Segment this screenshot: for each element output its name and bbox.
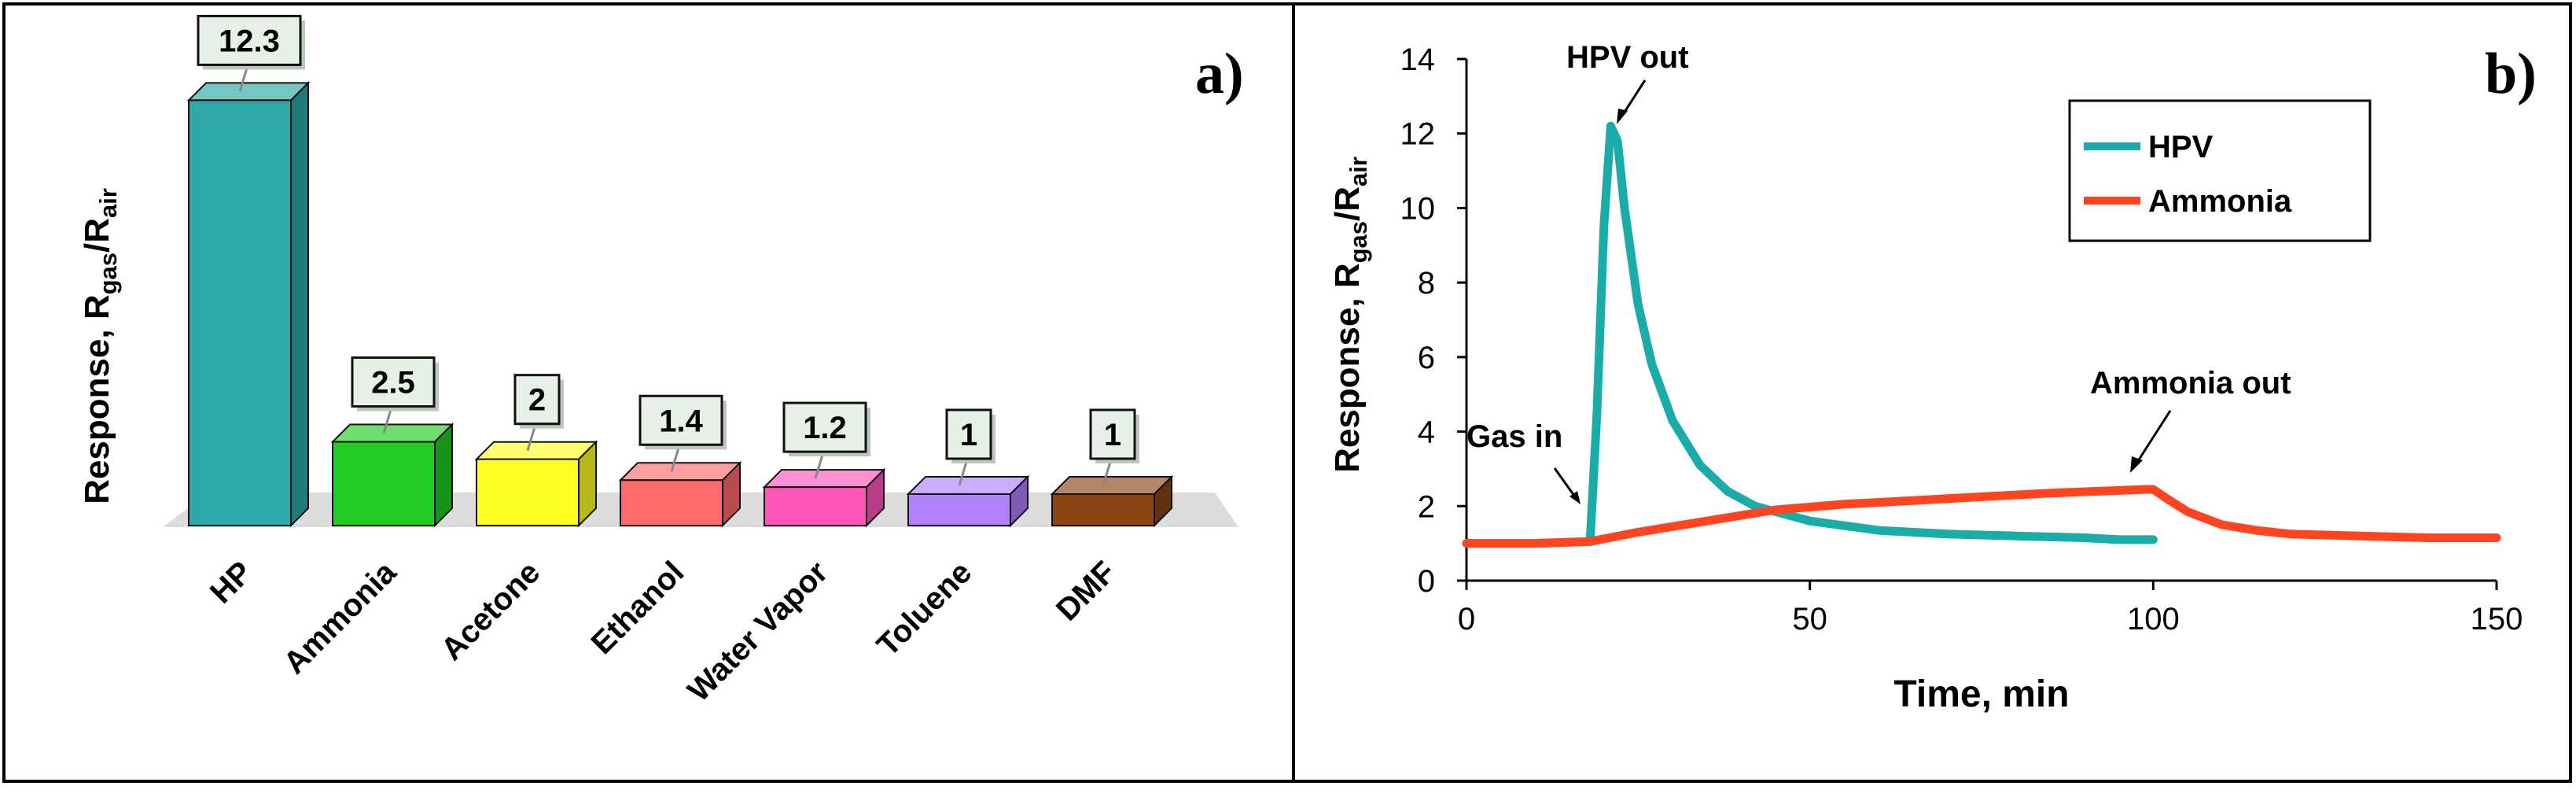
panel-b: 0 2 4 6 8 10 12 14 0 50 100 150 HPV Ammonia HPV out…: [1328, 40, 2537, 715]
panel-b-frame: [1292, 2, 2572, 783]
bar-top-face: [906, 476, 1030, 495]
y-tick-label: 4: [1418, 415, 1435, 450]
bar-front-face: [476, 458, 580, 527]
x-tick-label: 50: [1792, 602, 1827, 636]
value-label-box: [945, 408, 992, 460]
bar-top-face: [1050, 476, 1174, 495]
category-label: Ammonia: [277, 555, 403, 681]
bar-top-face: [618, 462, 742, 482]
bar-front-face: [1051, 493, 1155, 526]
bar-side-face: [290, 80, 309, 528]
bar-side-face: [866, 467, 885, 528]
value-label: 1.4: [659, 404, 703, 438]
y-tick-label: 6: [1418, 341, 1435, 375]
bar-front-face: [620, 479, 723, 527]
y-tick-label: 8: [1418, 266, 1435, 301]
bar-ammonia: 2.5: [330, 356, 454, 528]
value-label-box: [197, 14, 302, 66]
category-label: Ethanol: [585, 555, 691, 661]
bar-front-face: [907, 493, 1011, 526]
bar-toluene: 1: [906, 408, 1030, 528]
bar-side-face: [1010, 474, 1029, 528]
bar-side-face: [578, 440, 597, 528]
value-label: 1: [1104, 418, 1121, 452]
legend-label-ammonia: Ammonia: [2148, 184, 2292, 219]
panel-b-label: b): [2485, 42, 2537, 106]
bar-hp: 12.3: [186, 14, 311, 528]
bar-top-face: [474, 441, 598, 460]
value-label-box: [638, 394, 723, 446]
value-label: 2: [528, 383, 546, 418]
value-label: 1: [960, 418, 977, 452]
annotation-arrow-ammonia-out: [2135, 410, 2172, 464]
annotation-arrow-hpv-out: [1621, 79, 1647, 116]
bar-group: 12.3 2.5 2 1.4 1.2 1 1: [186, 14, 1174, 528]
series-line-hpv: [1462, 121, 2158, 548]
x-tick-label: 0: [1458, 602, 1475, 636]
category-label: DMF: [1050, 555, 1122, 627]
bar-dmf: 1: [1050, 408, 1174, 528]
value-label-box: [351, 356, 436, 408]
y-tick-label: 2: [1418, 489, 1435, 524]
panel-a-ylabel: Response, Rgas/Rair: [78, 188, 122, 504]
bar-top-face: [762, 469, 886, 489]
panel-a-label: a): [1195, 42, 1244, 106]
bar-side-face: [722, 460, 741, 528]
value-label-box: [1089, 408, 1136, 460]
panel-b-xlabel: Time, min: [1893, 673, 2069, 715]
bar-front-face: [332, 441, 436, 526]
y-tick-label: 14: [1400, 42, 1436, 77]
category-label: Water Vapor: [681, 555, 834, 708]
x-tick-label: 150: [2471, 602, 2523, 636]
bar-front-face: [764, 486, 867, 527]
bar-ethanol: 1.4: [618, 394, 742, 528]
bar-water-vapor: 1.2: [762, 401, 886, 528]
y-tick-label: 0: [1418, 564, 1435, 599]
arrowhead-hpv-out: [1617, 109, 1628, 124]
bar-side-face: [434, 422, 453, 528]
legend-box: [2068, 99, 2372, 242]
annotation-arrow-gas-in: [1553, 467, 1576, 496]
value-label: 2.5: [371, 366, 415, 400]
series-line-ammonia: [1462, 485, 2501, 548]
value-label: 12.3: [219, 24, 280, 58]
panel-a: 12.32.521.4 1.2 1 1 Response, Rgas/Rair a) …: [78, 14, 1244, 709]
y-tick-label: 10: [1400, 191, 1436, 226]
value-label: 1.2: [803, 411, 847, 445]
category-label: Acetone: [435, 555, 547, 667]
panel-b-ylabel: Response, Rgas/Rair: [1328, 157, 1372, 473]
value-label-box: [782, 401, 867, 453]
value-label-box: [513, 374, 561, 426]
bar-top-face: [186, 82, 311, 101]
category-label: HP: [204, 555, 259, 610]
tick-group: 0 2 4 6 8 10 12 14 0 50 100 150: [1400, 42, 2523, 636]
x-tick-label: 100: [2127, 602, 2180, 636]
legend-label-hpv: HPV: [2148, 130, 2214, 164]
arrowhead-ammonia-out: [2130, 456, 2143, 473]
annotation-gas-in: Gas in: [1466, 419, 1562, 454]
arrowhead-gas-in: [1570, 491, 1581, 504]
bar-front-face: [188, 99, 292, 527]
category-label: Toluene: [870, 555, 978, 662]
bar-top-face: [330, 423, 454, 443]
bar-acetone: 2: [474, 374, 598, 528]
bar-side-face: [1154, 474, 1172, 528]
annotation-hpv-out: HPV out: [1566, 40, 1689, 75]
y-tick-label: 12: [1400, 117, 1436, 152]
annotation-ammonia-out: Ammonia out: [2090, 366, 2291, 400]
